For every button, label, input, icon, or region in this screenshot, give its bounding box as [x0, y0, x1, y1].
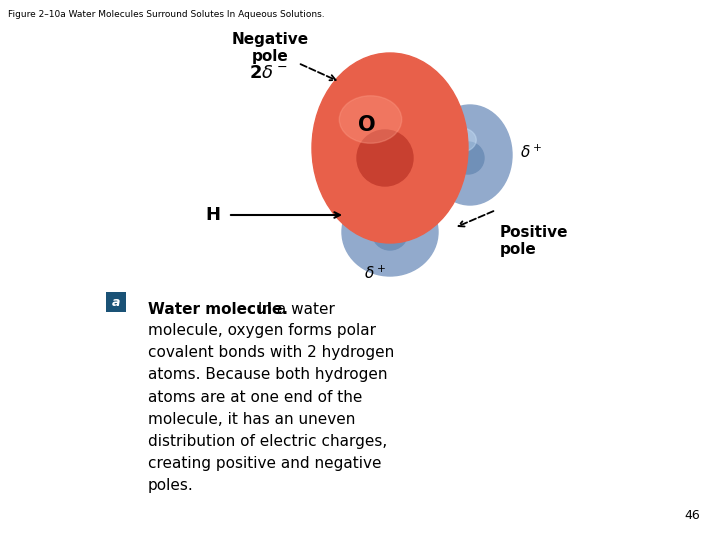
Text: $\mathbf{2}\delta^-$: $\mathbf{2}\delta^-$ — [249, 64, 287, 82]
Text: $\delta^+$: $\delta^+$ — [520, 143, 542, 160]
Ellipse shape — [339, 96, 402, 143]
Text: Water molecule.: Water molecule. — [148, 302, 288, 317]
Text: Positive
pole: Positive pole — [500, 225, 569, 258]
Ellipse shape — [312, 53, 468, 243]
Text: molecule, oxygen forms polar
covalent bonds with 2 hydrogen
atoms. Because both : molecule, oxygen forms polar covalent bo… — [148, 323, 395, 494]
Circle shape — [452, 142, 484, 174]
Circle shape — [372, 214, 408, 250]
Text: a: a — [112, 295, 120, 308]
Circle shape — [357, 130, 413, 186]
Text: H: H — [205, 206, 220, 224]
Text: $\delta^+$: $\delta^+$ — [364, 265, 386, 282]
Text: Figure 2–10a Water Molecules Surround Solutes In Aqueous Solutions.: Figure 2–10a Water Molecules Surround So… — [8, 10, 325, 19]
Ellipse shape — [342, 188, 438, 276]
Ellipse shape — [359, 208, 397, 230]
Text: In a water: In a water — [253, 302, 335, 317]
Text: O: O — [358, 115, 376, 135]
Bar — [106, 292, 126, 312]
Text: 46: 46 — [684, 509, 700, 522]
Text: Negative
pole: Negative pole — [231, 32, 309, 64]
Ellipse shape — [443, 127, 477, 152]
Ellipse shape — [428, 105, 512, 205]
